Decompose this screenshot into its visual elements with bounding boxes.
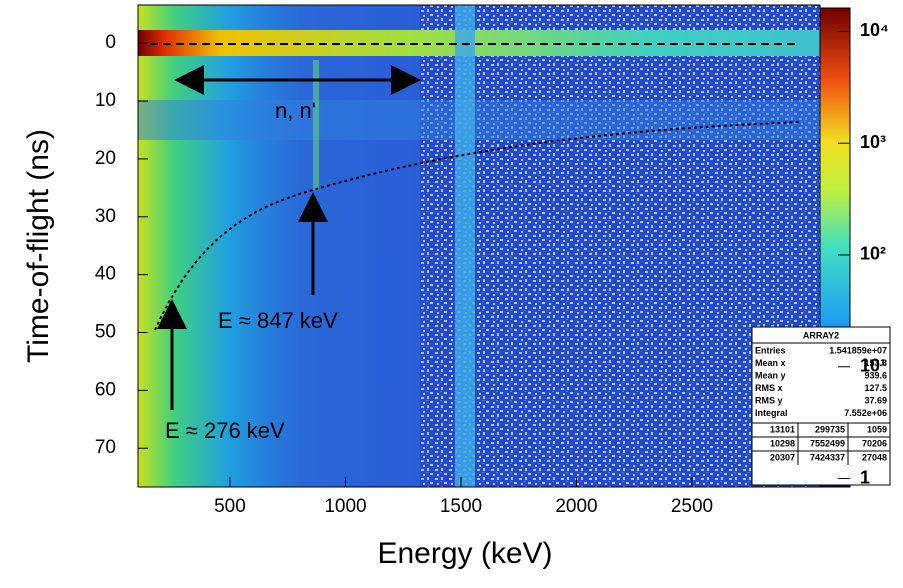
- stats-box: ARRAY2 Entries 1.541859e+07 Mean x 153.3 Mean…: [751, 326, 891, 486]
- x-tick-label: 2000: [555, 496, 597, 517]
- stats-key: Entries: [755, 345, 786, 355]
- stats-cell: 20307: [770, 452, 795, 462]
- x-tick-label: 1500: [440, 496, 482, 517]
- stats-value: 153.3: [864, 358, 887, 368]
- y-tick-label: 40: [95, 264, 116, 285]
- y-axis-label: Time-of-flight (ns): [22, 129, 55, 363]
- stats-cell: 70206: [862, 438, 887, 448]
- stats-key: Mean x: [755, 358, 786, 368]
- stats-cell: 27048: [862, 452, 887, 462]
- y-tick-label: 50: [95, 322, 116, 343]
- y-tick-label: 60: [95, 379, 116, 400]
- heatmap-background: [138, 5, 820, 487]
- y-tick-label: 30: [95, 206, 116, 227]
- dotted-curve: [154, 121, 801, 331]
- stats-frame: [751, 326, 891, 486]
- stats-cell: 299735: [815, 424, 845, 434]
- x-axis-label: Energy (keV): [377, 537, 552, 570]
- stats-cell: 1059: [867, 424, 887, 434]
- y-tick-label: 0: [105, 32, 116, 53]
- stats-cell: 7552499: [810, 438, 845, 448]
- stats-key: Mean y: [755, 370, 786, 380]
- stats-cell: 10298: [770, 438, 795, 448]
- annotation: n, n': [275, 98, 316, 123]
- stats-key: Integral: [755, 408, 788, 418]
- x-tick-label: 2500: [671, 496, 713, 517]
- stats-value: 7.552e+06: [844, 408, 887, 418]
- stats-value: 939.6: [864, 370, 887, 380]
- colorbar-tick-label: 10²: [860, 244, 886, 264]
- stats-value: 37.69: [864, 395, 887, 405]
- y-tick-label: 10: [95, 90, 116, 111]
- x-tick-label: 500: [214, 496, 246, 517]
- colorbar-tick-label: 10⁴: [860, 20, 889, 40]
- stats-value: 1.541859e+07: [829, 345, 887, 355]
- stats-title: ARRAY2: [803, 330, 839, 340]
- stats-key: RMS y: [755, 395, 783, 405]
- annotation: E ≈ 847 keV: [218, 308, 338, 333]
- stats-value: 127.5: [864, 383, 887, 393]
- colorbar-tick-label: 10¹: [860, 356, 886, 376]
- stats-cell: 13101: [770, 424, 795, 434]
- stats-cell: 7424337: [810, 452, 845, 462]
- y-tick-label: 20: [95, 148, 116, 169]
- x-tick-label: 1000: [324, 496, 366, 517]
- annotation: E ≈ 276 keV: [165, 418, 285, 443]
- colorbar-tick-label: 1: [860, 467, 870, 487]
- stats-key: RMS x: [755, 383, 783, 393]
- colorbar-tick-label: 10³: [860, 132, 886, 152]
- y-tick-label: 70: [95, 437, 116, 458]
